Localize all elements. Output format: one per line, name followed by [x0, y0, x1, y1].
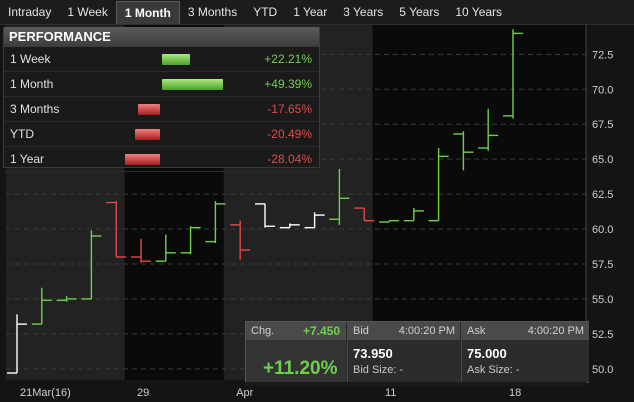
ask-size: Ask Size: - [467, 364, 520, 376]
y-tick-label: 57.5 [592, 259, 613, 271]
change-cell: Chg. +7.450 +11.20% [246, 322, 346, 382]
performance-row: YTD -20.49% [4, 122, 319, 147]
price-bar [106, 201, 127, 258]
performance-period-label: 1 Year [10, 152, 45, 166]
range-tab-bar: Intraday 1 Week 1 Month 3 Months YTD 1 Year 3 … [0, 0, 634, 25]
y-tick-label: 72.5 [592, 49, 613, 61]
change-value: +7.450 [302, 324, 340, 338]
price-bar [453, 131, 474, 171]
tab-3-years[interactable]: 3 Years [343, 5, 384, 19]
tab-1-year[interactable]: 1 Year [293, 5, 328, 19]
price-bar [56, 296, 77, 302]
performance-row: 1 Year -28.04% [4, 147, 319, 172]
performance-period-label: 3 Months [10, 102, 60, 116]
price-bar [230, 220, 251, 260]
tab-1-month[interactable]: 1 Month [115, 1, 180, 24]
ask-time: 4:00:20 PM [527, 325, 584, 337]
tab-intraday[interactable]: Intraday [8, 5, 52, 19]
performance-period-label: YTD [10, 127, 34, 141]
performance-row: 3 Months -17.65% [4, 97, 319, 122]
price-bar [403, 208, 424, 222]
change-percent: +11.20% [263, 358, 338, 379]
change-header: Chg. +7.450 [246, 322, 346, 340]
price-bar [329, 168, 350, 225]
performance-bar [134, 129, 160, 140]
performance-bar [138, 104, 160, 115]
quote-scrollbar[interactable] [245, 382, 587, 386]
ask-label: Ask [467, 325, 486, 337]
performance-title: PERFORMANCE [4, 27, 319, 47]
performance-value: +49.39% [264, 77, 312, 91]
price-bar [31, 287, 52, 325]
price-bar [379, 219, 399, 223]
ask-header: Ask 4:00:20 PM [462, 322, 589, 340]
y-tick-label: 65.0 [592, 154, 613, 166]
bid-header: Bid 4:00:20 PM [348, 322, 460, 340]
performance-row: 1 Month +49.39% [4, 72, 319, 97]
performance-value: -28.04% [267, 152, 312, 166]
price-bar [428, 147, 449, 222]
y-tick-label: 70.0 [592, 84, 613, 96]
x-tick-label: 11 [385, 387, 396, 399]
performance-row: 1 Week +22.21% [4, 47, 319, 72]
bid-label: Bid [353, 325, 369, 337]
performance-period-label: 1 Month [10, 77, 54, 91]
performance-value: -17.65% [267, 102, 312, 116]
price-bar [7, 314, 27, 374]
y-tick-label: 52.5 [592, 329, 613, 341]
performance-period-label: 1 Week [10, 52, 51, 66]
y-tick-label: 50.0 [592, 364, 613, 376]
bid-cell: Bid 4:00:20 PM 73.950 Bid Size: - [347, 322, 460, 382]
price-bar [180, 226, 201, 255]
price-bar [155, 234, 176, 262]
price-bar [131, 238, 151, 263]
bid-size: Bid Size: - [353, 364, 404, 376]
price-bar [205, 201, 226, 244]
tab-ytd[interactable]: YTD [253, 5, 278, 19]
y-tick-label: 60.0 [592, 224, 613, 236]
price-bar [478, 108, 499, 151]
performance-value: +22.21% [264, 52, 312, 66]
ask-price: 75.000 [467, 346, 507, 361]
y-tick-label: 55.0 [592, 294, 613, 306]
y-tick-label: 62.5 [592, 189, 613, 201]
x-tick-label: 29 [137, 387, 149, 399]
performance-value: -20.49% [267, 127, 312, 141]
performance-bar [162, 54, 190, 65]
tab-5-years[interactable]: 5 Years [399, 5, 440, 19]
price-bar [81, 230, 102, 300]
performance-bar [125, 154, 160, 165]
performance-panel: PERFORMANCE 1 Week +22.21% 1 Month +49.39% 3… [3, 27, 320, 172]
tab-3-months[interactable]: 3 Months [187, 5, 238, 19]
price-bar [304, 212, 325, 229]
tab-1-week[interactable]: 1 Week [67, 5, 108, 19]
bid-price: 73.950 [353, 346, 393, 361]
bid-time: 4:00:20 PM [398, 325, 455, 337]
change-label: Chg. [251, 325, 275, 337]
performance-bar [162, 79, 224, 90]
x-tick-label: 21Mar(16) [20, 387, 71, 399]
price-bar [354, 207, 375, 222]
ask-cell: Ask 4:00:20 PM 75.000 Ask Size: - [461, 322, 589, 382]
x-tick-label: 18 [509, 387, 521, 399]
x-tick-label: Apr [236, 387, 253, 399]
week-band [372, 25, 586, 380]
y-tick-label: 67.5 [592, 119, 613, 131]
price-bar [503, 29, 523, 119]
tab-10-years[interactable]: 10 Years [455, 5, 503, 19]
price-bar [255, 203, 275, 228]
price-bar [279, 223, 300, 229]
quote-panel: Chg. +7.450 +11.20% Bid 4:00:20 PM 73.95… [245, 321, 589, 383]
